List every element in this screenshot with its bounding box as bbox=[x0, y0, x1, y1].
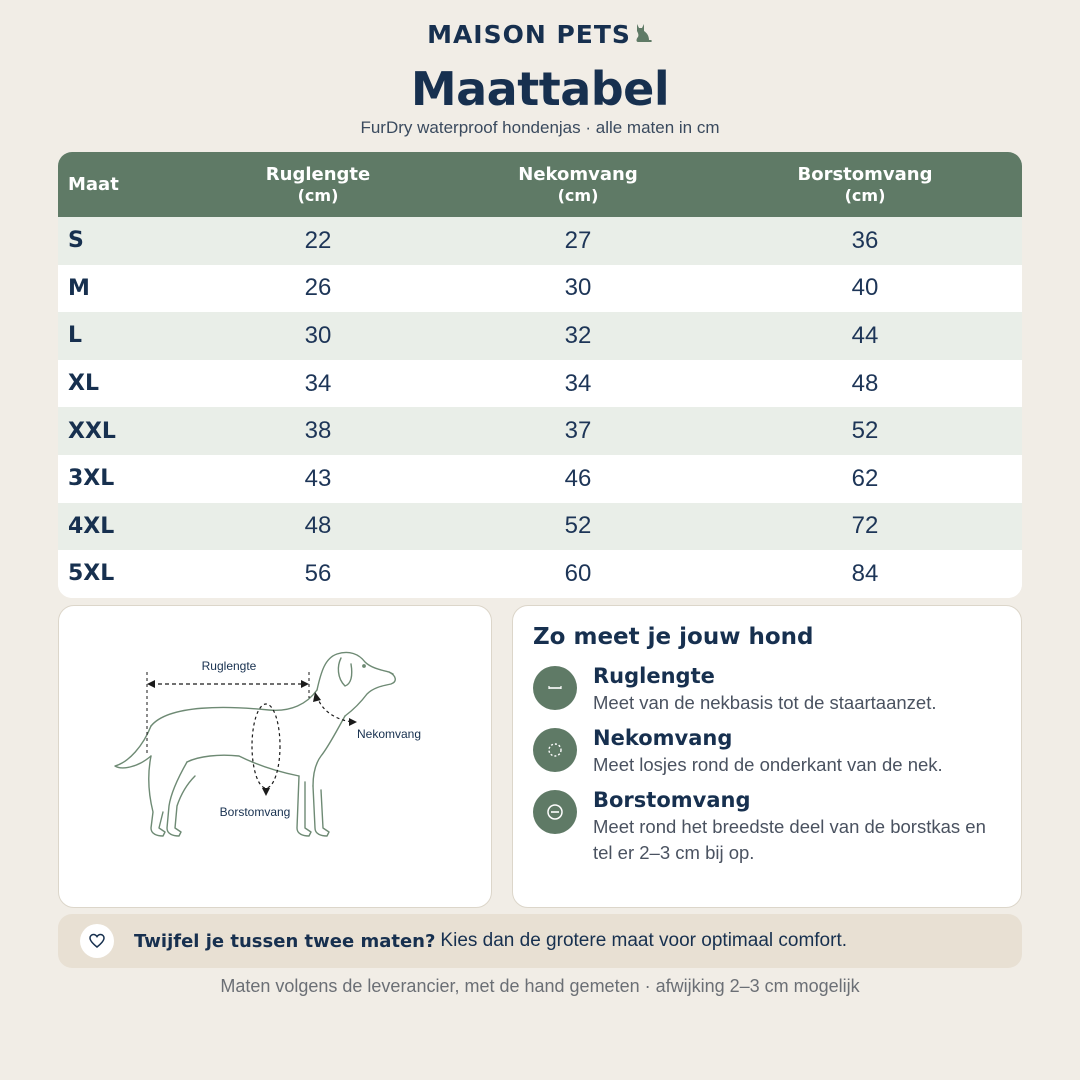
size-tip-banner: Twijfel je tussen twee maten? Kies dan d… bbox=[58, 914, 1022, 968]
cell-nekomvang: 32 bbox=[564, 321, 592, 349]
cell-borstomvang: 52 bbox=[851, 417, 879, 445]
cell-borstomvang: 40 bbox=[851, 274, 879, 302]
dog-measurement-diagram: Ruglengte Nekomvang Borstomvang bbox=[114, 651, 421, 837]
dog-outline-icon bbox=[114, 651, 396, 837]
table-row: 3XL 43 46 62 bbox=[58, 454, 1022, 503]
measure-item-desc: Meet van de nekbasis tot de staartaanzet… bbox=[593, 692, 937, 713]
cell-borstomvang: 72 bbox=[851, 512, 879, 540]
tip-text: Kies dan de grotere maat voor optimaal c… bbox=[440, 930, 848, 951]
page-title: Maattabel bbox=[410, 62, 670, 116]
cell-nekomvang: 52 bbox=[564, 512, 592, 540]
circle-minus-icon bbox=[533, 790, 577, 834]
cell-borstomvang: 84 bbox=[851, 559, 879, 587]
header-maat: Maat bbox=[58, 152, 188, 217]
cell-ruglengte: 30 bbox=[304, 321, 332, 349]
cell-nekomvang: 46 bbox=[564, 464, 592, 492]
table-row: 5XL 56 60 84 bbox=[58, 550, 1022, 598]
header-nekomvang: Nekomvang (cm) bbox=[448, 152, 708, 217]
cell-ruglengte: 22 bbox=[304, 226, 332, 254]
header-label: Ruglengte bbox=[265, 163, 371, 185]
cat-icon bbox=[633, 21, 653, 51]
table-row: XL 34 34 48 bbox=[58, 359, 1022, 408]
cell-borstomvang: 44 bbox=[851, 321, 879, 349]
brand-logo: MAISON PETS bbox=[0, 20, 1080, 51]
diagram-label-chest: Borstomvang bbox=[220, 805, 291, 819]
cell-ruglengte: 48 bbox=[304, 512, 332, 540]
diagram-label-neck: Nekomvang bbox=[357, 727, 421, 741]
cell-size: XXL bbox=[68, 418, 116, 444]
header-borstomvang: Borstomvang (cm) bbox=[708, 152, 1022, 217]
cell-size: M bbox=[68, 275, 90, 301]
cell-size: XL bbox=[68, 371, 99, 397]
cell-size: 5XL bbox=[68, 561, 115, 587]
cell-size: S bbox=[68, 228, 84, 254]
header-label: Maat bbox=[68, 174, 119, 195]
cell-nekomvang: 30 bbox=[564, 274, 592, 302]
page-subtitle: FurDry waterproof hondenjas · alle maten… bbox=[360, 118, 720, 137]
measure-item-ruglengte: Ruglengte Meet van de nekbasis tot de st… bbox=[533, 664, 1001, 716]
footer-note: Maten volgens de leverancier, met de han… bbox=[220, 976, 860, 996]
header-unit: (cm) bbox=[844, 185, 886, 205]
header-unit: (cm) bbox=[557, 185, 599, 205]
table-row: M 26 30 40 bbox=[58, 264, 1022, 313]
measure-guide-card: Zo meet je jouw hond Ruglengte Meet van … bbox=[512, 605, 1022, 908]
cell-borstomvang: 48 bbox=[851, 369, 879, 397]
measure-item-nekomvang: Nekomvang Meet losjes rond de onderkant … bbox=[533, 726, 1001, 778]
cell-ruglengte: 56 bbox=[304, 559, 332, 587]
diagram-label-back: Ruglengte bbox=[202, 659, 257, 673]
cell-nekomvang: 60 bbox=[564, 559, 592, 587]
cell-nekomvang: 27 bbox=[564, 226, 592, 254]
cell-ruglengte: 34 bbox=[304, 369, 332, 397]
header-unit: (cm) bbox=[297, 185, 339, 205]
cell-nekomvang: 34 bbox=[564, 369, 592, 397]
measure-item-name: Ruglengte bbox=[593, 664, 715, 688]
table-header: Maat Ruglengte (cm) Nekomvang (cm) Borst… bbox=[58, 152, 1022, 217]
cell-borstomvang: 62 bbox=[851, 464, 879, 492]
cell-ruglengte: 38 bbox=[304, 417, 332, 445]
cell-ruglengte: 26 bbox=[304, 274, 332, 302]
table-body: S 22 27 36 M 26 30 40 L 30 32 44 XL 34 3… bbox=[58, 217, 1022, 598]
table-row: 4XL 48 52 72 bbox=[58, 502, 1022, 551]
measure-item-name: Nekomvang bbox=[593, 726, 733, 750]
cell-ruglengte: 43 bbox=[304, 464, 332, 492]
line-icon bbox=[533, 666, 577, 710]
cell-borstomvang: 36 bbox=[851, 226, 879, 254]
table-row: XXL 38 37 52 bbox=[58, 407, 1022, 455]
cell-nekomvang: 37 bbox=[564, 417, 592, 445]
cell-size: L bbox=[68, 323, 83, 349]
measure-item-desc: Meet rond het breedste deel van de borst… bbox=[593, 816, 986, 863]
heart-icon bbox=[80, 924, 114, 958]
measure-item-name: Borstomvang bbox=[593, 788, 751, 812]
table-row: L 30 32 44 bbox=[58, 312, 1022, 360]
measure-item-desc: Meet losjes rond de onderkant van de nek… bbox=[593, 754, 943, 775]
dog-diagram-card: Ruglengte Nekomvang Borstomvang bbox=[58, 605, 492, 908]
cell-size: 3XL bbox=[68, 466, 115, 492]
header-label: Borstomvang bbox=[797, 163, 933, 185]
dotted-circle-icon bbox=[533, 728, 577, 772]
measure-guide-title: Zo meet je jouw hond bbox=[533, 624, 814, 650]
size-table: Maat Ruglengte (cm) Nekomvang (cm) Borst… bbox=[58, 152, 1022, 598]
header-label: Nekomvang bbox=[518, 163, 638, 185]
tip-question: Twijfel je tussen twee maten? bbox=[134, 930, 436, 952]
header-ruglengte: Ruglengte (cm) bbox=[188, 152, 448, 217]
table-row: S 22 27 36 bbox=[58, 217, 1022, 265]
brand-name: MAISON PETS bbox=[427, 20, 631, 49]
measure-item-borstomvang: Borstomvang Meet rond het breedste deel … bbox=[533, 788, 1001, 866]
cell-size: 4XL bbox=[68, 513, 115, 539]
